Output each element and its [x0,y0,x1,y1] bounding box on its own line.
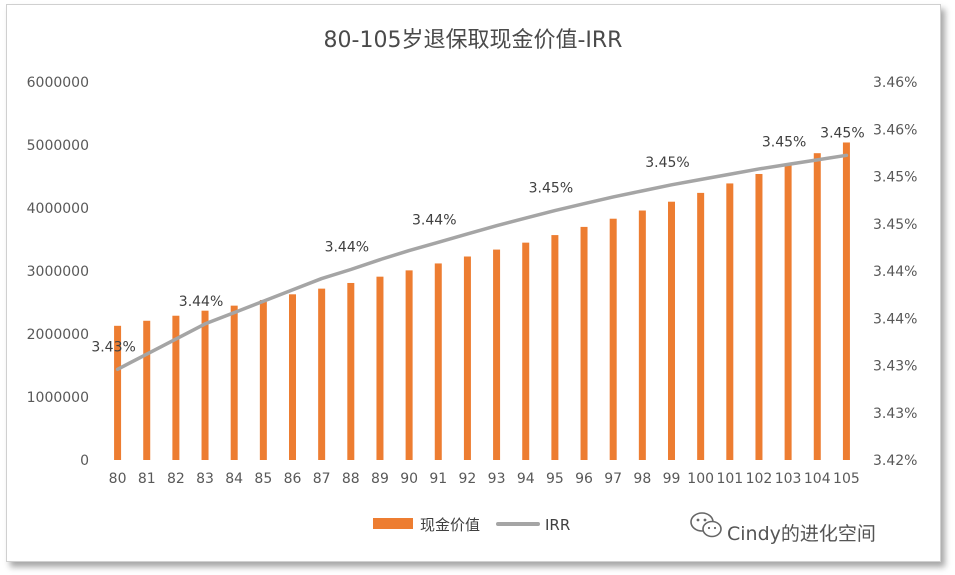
bar [493,249,501,460]
watermark: Cindy的进化空间 [690,512,876,545]
bar [784,163,792,460]
right-tick-label: 3.42% [873,453,917,469]
bar [201,310,209,460]
x-tick-label: 91 [429,471,447,487]
legend-label-cash-value: 现金价值 [420,516,480,534]
irr-data-label: 3.45% [645,155,689,171]
x-tick-label: 96 [575,471,593,487]
bar [609,218,617,460]
legend: 现金价值 IRR [373,516,570,534]
chart-title: 80-105岁退保取现金价值-IRR [324,28,623,53]
right-tick-label: 3.44% [873,311,917,327]
bar [289,294,296,460]
x-tick-label: 86 [284,471,302,487]
x-tick-label: 95 [546,471,564,487]
irr-data-label: 3.44% [179,294,223,310]
bar [668,201,675,460]
right-tick-label: 3.43% [873,406,917,422]
bar [376,276,384,460]
left-tick-label: 6000000 [27,75,89,91]
irr-data-label: 3.45% [529,181,573,197]
left-axis-ticks: 0 1000000 2000000 3000000 4000000 5000000 6000… [27,75,89,469]
line-series [115,153,849,372]
x-tick-label: 103 [775,471,802,487]
bar [638,210,646,460]
right-tick-label: 3.44% [873,264,917,280]
bar [347,282,355,460]
x-tick-label: 80 [109,471,127,487]
bar [522,242,530,460]
x-axis-ticks: 80 81 82 83 84 85 86 87 88 89 90 91 92 93 94 95 96 97 98 99… [109,471,860,487]
bar [813,153,821,460]
x-tick-label: 85 [254,471,272,487]
right-tick-label: 3.45% [873,217,917,233]
x-tick-label: 82 [167,471,185,487]
x-tick-label: 99 [663,471,681,487]
bar [172,315,180,460]
x-tick-label: 87 [313,471,331,487]
irr-data-label: 3.44% [412,212,456,228]
x-tick-label: 98 [633,471,651,487]
left-tick-label: 0 [80,453,89,469]
bar [230,305,238,460]
bar [697,192,705,460]
bar [259,299,267,460]
right-axis-ticks: 3.42% 3.43% 3.43% 3.44% 3.44% 3.45% 3.45% 3.46%… [873,75,917,469]
x-tick-label: 84 [225,471,243,487]
left-tick-label: 1000000 [27,390,89,406]
x-tick-label: 92 [459,471,477,487]
x-tick-label: 89 [371,471,389,487]
bar [551,235,559,460]
right-tick-label: 3.43% [873,359,917,375]
x-tick-label: 94 [517,471,535,487]
wechat-icon [690,512,722,538]
irr-data-label: 3.45% [762,134,806,150]
x-tick-label: 88 [342,471,360,487]
bar [434,263,442,460]
right-tick-label: 3.46% [873,75,917,91]
data-labels: 3.43% 3.44% 3.44% 3.44% 3.45% 3.45% 3.45% 3.45% [91,125,864,355]
legend-swatch-cash-value [373,518,413,529]
irr-data-label: 3.43% [91,339,135,355]
bar [114,325,122,460]
bar [755,173,763,461]
left-tick-label: 4000000 [27,201,89,217]
irr-data-label: 3.45% [820,125,864,141]
x-tick-label: 83 [196,471,214,487]
x-tick-label: 93 [488,471,506,487]
bar-series [114,142,850,461]
left-tick-label: 5000000 [27,138,89,154]
x-tick-label: 81 [138,471,156,487]
bar [318,288,326,460]
chart-frame: 80-105岁退保取现金价值-IRR 0 1000000 2000000 300000… [6,4,941,562]
bar [726,183,734,460]
left-tick-label: 3000000 [27,264,89,280]
right-tick-label: 3.45% [873,170,917,186]
x-tick-label: 100 [687,471,714,487]
bar [580,226,588,460]
x-tick-label: 97 [604,471,622,487]
right-tick-label: 3.46% [873,122,917,138]
x-tick-label: 101 [716,471,743,487]
watermark-text: Cindy的进化空间 [727,523,876,545]
legend-label-irr: IRR [545,516,570,534]
bar [143,320,151,460]
bar [842,142,850,461]
bar [463,256,471,460]
left-tick-label: 2000000 [27,327,89,343]
x-tick-label: 102 [746,471,773,487]
x-tick-label: 90 [400,471,418,487]
irr-data-label: 3.44% [325,239,369,255]
irr-line [115,153,849,372]
bar [405,270,413,460]
x-tick-label: 104 [804,471,831,487]
chart: 80-105岁退保取现金价值-IRR 0 1000000 2000000 300000… [27,28,918,545]
x-tick-label: 105 [833,471,860,487]
